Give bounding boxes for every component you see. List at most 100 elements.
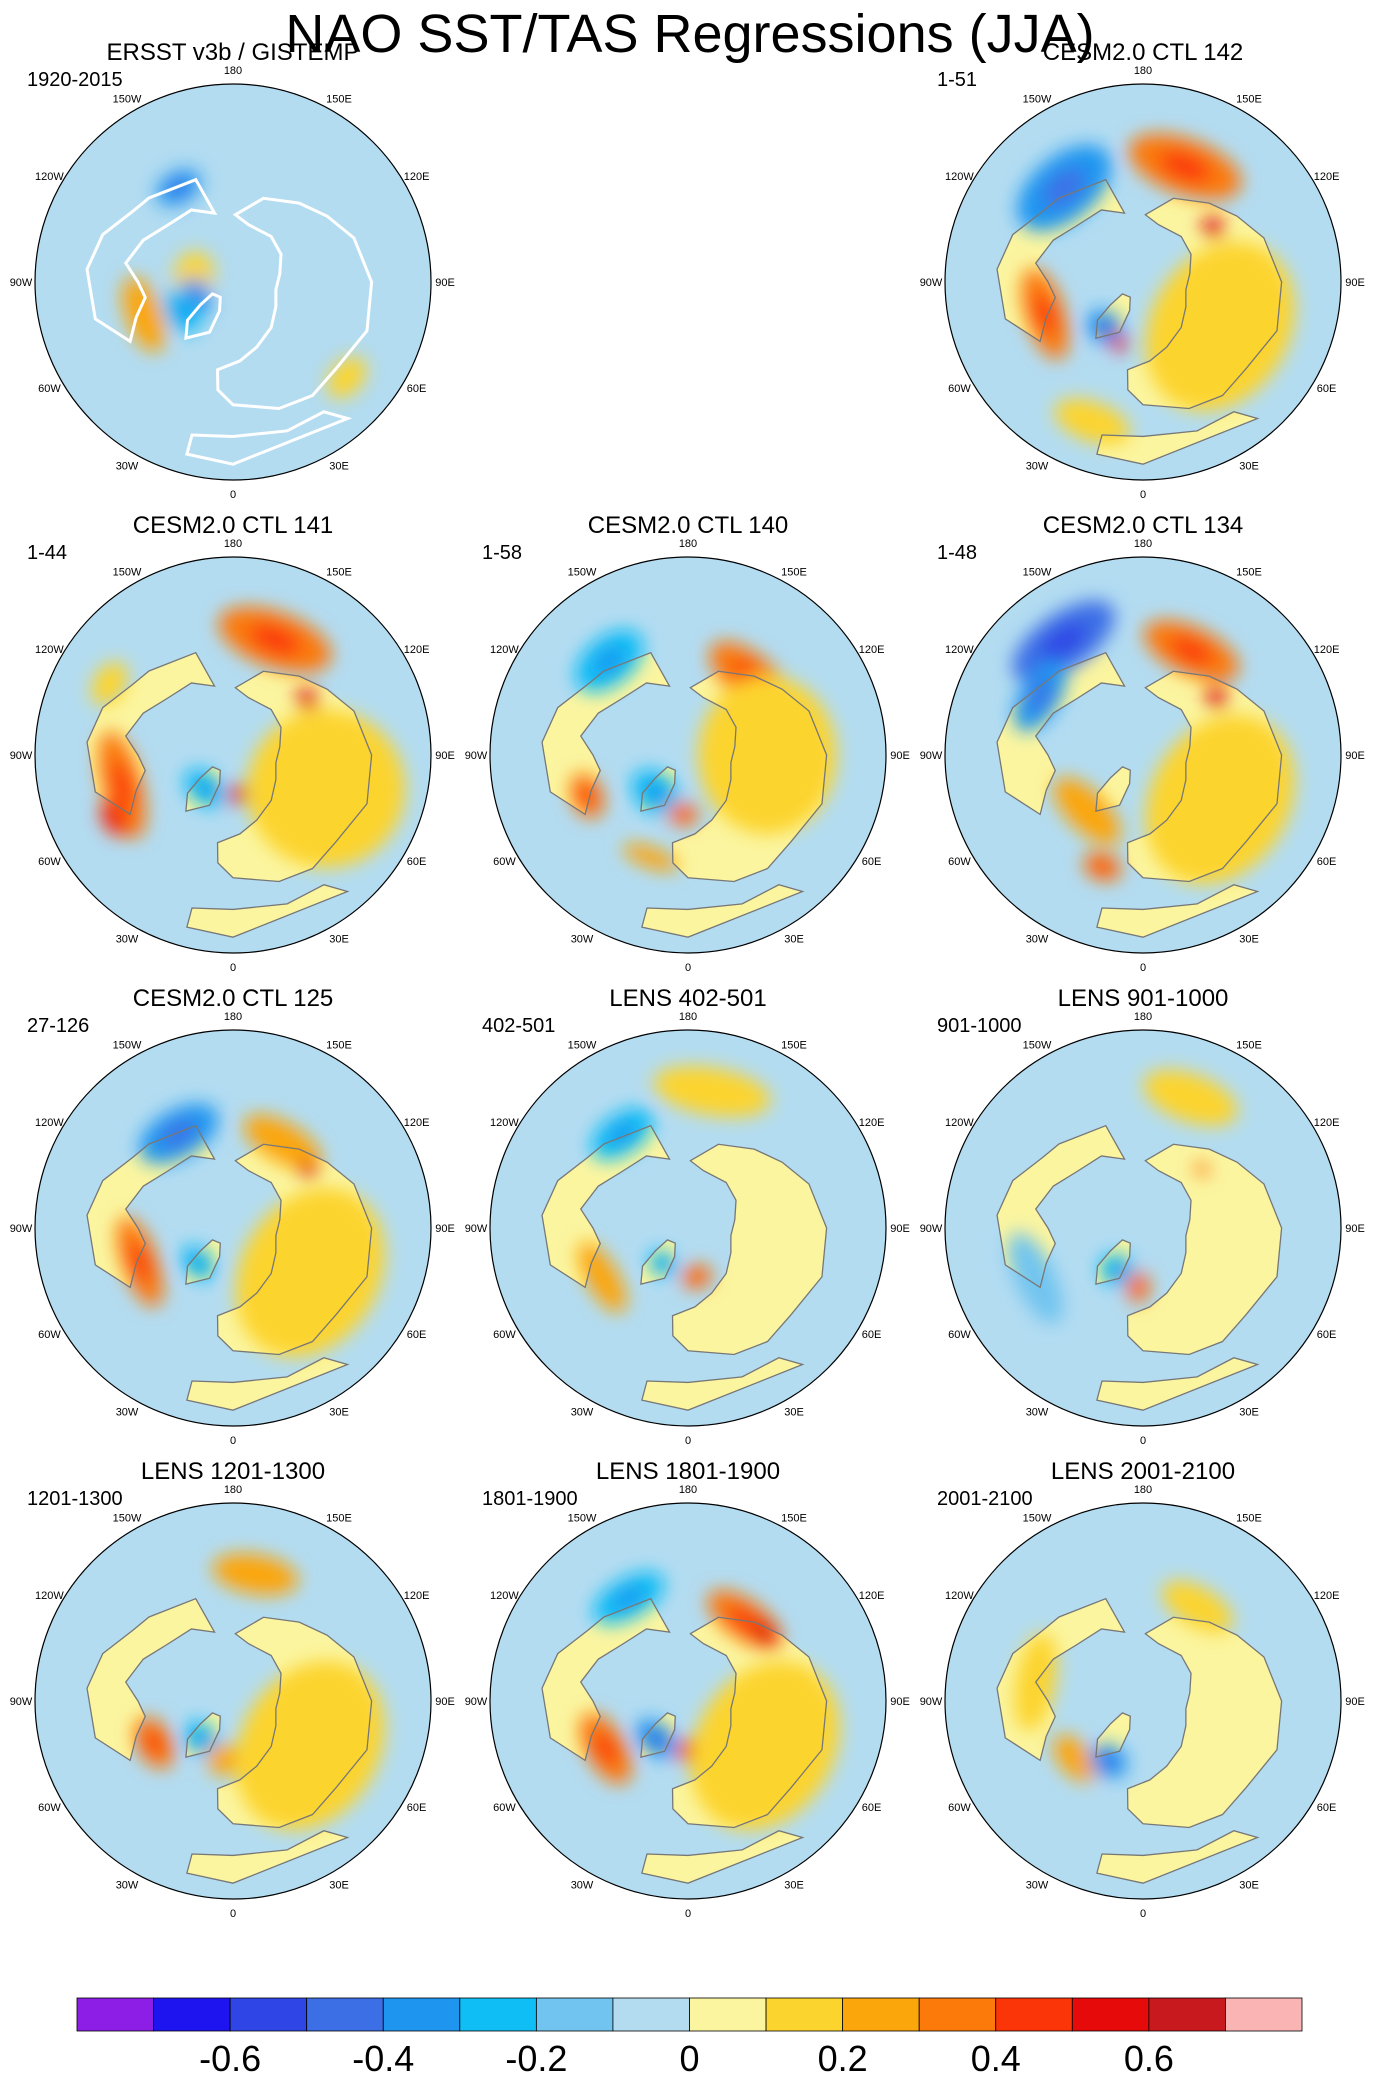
coastline xyxy=(1096,1357,1260,1411)
colorbar-swatch xyxy=(76,1997,154,2032)
longitude-label: 180 xyxy=(224,65,242,77)
coastline xyxy=(185,1239,221,1285)
longitude-label: 150E xyxy=(781,1039,807,1051)
longitude-label: 120E xyxy=(859,1117,885,1129)
longitude-label: 120E xyxy=(1314,1117,1340,1129)
longitude-label: 180 xyxy=(679,538,697,550)
longitude-label: 0 xyxy=(685,962,691,974)
land-region xyxy=(217,198,372,409)
anomaly-core xyxy=(302,693,313,705)
longitude-label: 150W xyxy=(568,566,597,578)
longitude-label: 180 xyxy=(224,538,242,550)
colorbar-tick-label: -0.2 xyxy=(505,2038,567,2079)
longitude-label: 90W xyxy=(920,750,943,762)
longitude-label: 120E xyxy=(404,1590,430,1602)
anomaly-core xyxy=(1093,860,1112,874)
coastline xyxy=(85,177,218,344)
map-border xyxy=(489,1502,887,1900)
longitude-label: 90E xyxy=(1345,1696,1365,1708)
longitude-label: 30W xyxy=(1026,934,1049,946)
coastline xyxy=(996,178,1126,343)
map-panel: 180 150E 120E 90E 60E 30E 0 30W 60W 90W 120W 150W LE… xyxy=(920,1458,1365,1920)
anomaly-region xyxy=(235,1660,385,1831)
longitude-label: 30W xyxy=(1026,461,1049,473)
longitude-label: 30W xyxy=(1026,1880,1049,1892)
colorbar-swatch xyxy=(535,1997,614,2032)
longitude-label: 120W xyxy=(945,171,974,183)
longitude-label: 180 xyxy=(1134,1484,1152,1496)
coastline xyxy=(186,1357,350,1411)
longitude-label: 60E xyxy=(407,1802,427,1814)
coastline xyxy=(640,766,676,812)
longitude-label: 60W xyxy=(948,856,971,868)
panel-period: 2001-2100 xyxy=(937,1488,1033,1510)
longitude-label: 60E xyxy=(1317,383,1337,395)
coastline xyxy=(185,410,353,466)
longitude-label: 30E xyxy=(329,1880,349,1892)
colorbar-swatch xyxy=(689,1997,767,2032)
longitude-label: 90E xyxy=(1345,277,1365,289)
anomaly-core xyxy=(1042,168,1086,208)
coastline xyxy=(1126,1143,1283,1356)
longitude-label: 90W xyxy=(465,1696,488,1708)
longitude-label: 60E xyxy=(1317,1802,1337,1814)
longitude-label: 120E xyxy=(1314,1590,1340,1602)
coastline xyxy=(1096,884,1260,938)
colorbar-swatch xyxy=(842,1997,920,2032)
longitude-label: 180 xyxy=(679,1484,697,1496)
panel-period: 1-48 xyxy=(937,542,977,564)
panel-title: CESM2.0 CTL 141 xyxy=(133,512,334,539)
coastline xyxy=(1096,411,1260,465)
longitude-label: 0 xyxy=(685,1435,691,1447)
land-region xyxy=(87,1598,215,1761)
longitude-label: 60W xyxy=(38,383,61,395)
longitude-label: 30E xyxy=(784,1880,804,1892)
anomaly-core xyxy=(111,760,133,809)
longitude-label: 90E xyxy=(890,1223,910,1235)
coastline xyxy=(640,1712,676,1758)
colorbar-swatch xyxy=(612,1997,690,2032)
anomaly-core xyxy=(303,1165,312,1174)
land-region xyxy=(641,1357,803,1411)
longitude-label: 60W xyxy=(948,383,971,395)
longitude-label: 180 xyxy=(224,1484,242,1496)
anomaly-core xyxy=(192,1731,210,1747)
longitude-label: 30E xyxy=(1239,934,1259,946)
anomaly-core xyxy=(593,646,625,676)
map-background xyxy=(945,1503,1341,1899)
coastline xyxy=(1095,293,1131,339)
map-panel: 180 150E 120E 90E 60E 30E 0 30W 60W 90W 120W 150W CE… xyxy=(920,512,1365,974)
coastline xyxy=(86,651,216,816)
longitude-label: 90E xyxy=(435,1223,455,1235)
land-region xyxy=(186,411,348,465)
longitude-label: 90W xyxy=(920,277,943,289)
map-border xyxy=(34,556,432,954)
longitude-label: 150E xyxy=(1236,566,1262,578)
coastline xyxy=(86,1124,216,1289)
map-panel: 180 150E 120E 90E 60E 30E 0 30W 60W 90W 120W 150W ER… xyxy=(10,39,455,501)
coastline xyxy=(184,292,222,341)
anomaly-core xyxy=(107,809,121,827)
coastline xyxy=(641,1830,805,1884)
longitude-label: 150W xyxy=(568,1512,597,1524)
map-panel: 180 150E 120E 90E 60E 30E 0 30W 60W 90W 120W 150W CE… xyxy=(10,985,455,1447)
map-panels: 180 150E 120E 90E 60E 30E 0 30W 60W 90W 120W 150W ER… xyxy=(10,39,1365,1920)
anomaly-core xyxy=(1170,637,1214,665)
anomaly-region xyxy=(697,675,837,835)
longitude-label: 120E xyxy=(1314,171,1340,183)
coastline xyxy=(671,1616,828,1829)
coastline xyxy=(541,1597,671,1762)
anomaly-core xyxy=(1114,338,1123,347)
figure-title: NAO SST/TAS Regressions (JJA) xyxy=(285,4,1095,64)
colorbar-swatch xyxy=(229,1997,308,2032)
longitude-label: 120W xyxy=(490,1590,519,1602)
panel-period: 1201-1300 xyxy=(27,1488,123,1510)
coastline xyxy=(1126,197,1283,410)
coastline xyxy=(640,1239,676,1285)
longitude-label: 120W xyxy=(945,644,974,656)
panel-period: 1920-2015 xyxy=(27,69,123,91)
coastline xyxy=(186,884,350,938)
longitude-label: 30W xyxy=(571,934,594,946)
map-panel: 180 150E 120E 90E 60E 30E 0 30W 60W 90W 120W 150W CE… xyxy=(10,512,455,974)
longitude-label: 120W xyxy=(490,644,519,656)
